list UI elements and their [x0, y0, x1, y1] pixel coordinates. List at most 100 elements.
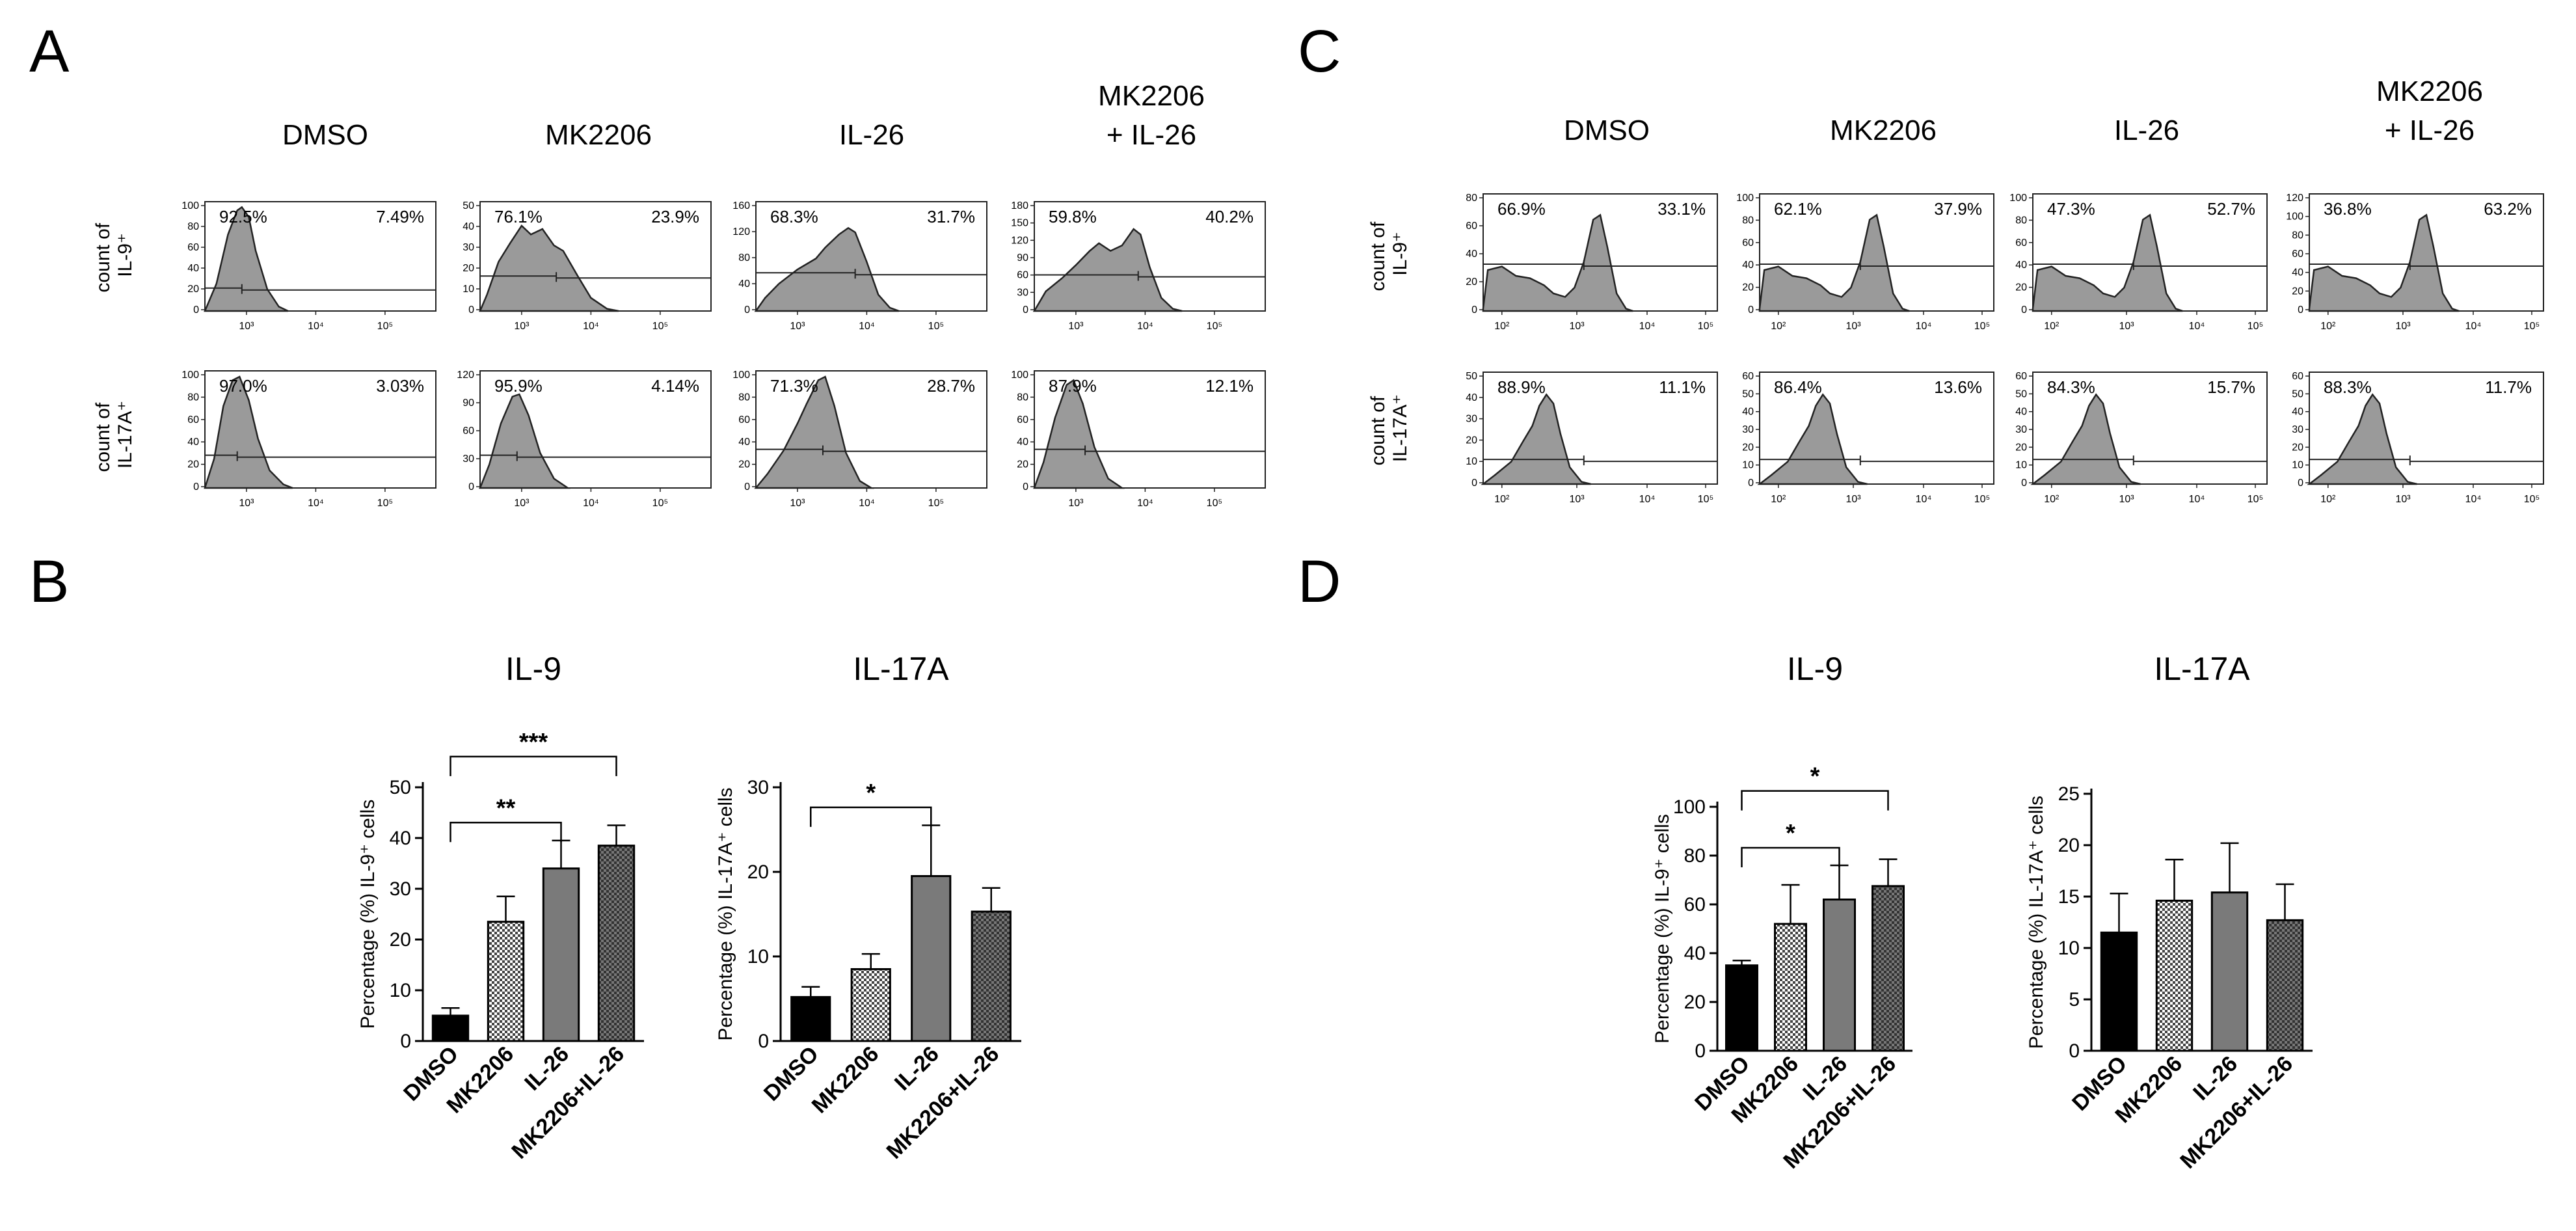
y-tick-label: 10 — [2292, 460, 2303, 471]
y-tick-label: 60 — [2015, 371, 2027, 382]
right-percentage: 52.7% — [2207, 199, 2255, 219]
y-tick-label: 10 — [747, 946, 769, 967]
left-percentage: 62.1% — [1774, 199, 1822, 219]
bar-chart-layer: IL-9 Percentage (%) IL-9⁺ cells 0 10 20 30 40 5… — [357, 651, 2313, 1174]
y-axis-title: Percentage (%) IL-17A⁺ cells — [2026, 796, 2047, 1049]
y-axis-title: Percentage (%) IL-9⁺ cells — [357, 800, 379, 1029]
y-tick-label: 0 — [2021, 304, 2027, 316]
significance-bracket — [449, 755, 617, 776]
x-tick-label: 10² — [1494, 494, 1510, 505]
left-percentage: 97.0% — [219, 376, 267, 396]
left-percentage: 87.9% — [1049, 376, 1097, 396]
x-tick-label: 10⁴ — [583, 498, 599, 509]
y-tick-label: 30 — [1017, 287, 1028, 298]
y-tick-label: 0 — [468, 304, 474, 316]
y-tick-label: 20 — [187, 459, 199, 470]
panel-c-row-labels: count of IL-9⁺ count of IL-17A⁺ — [1367, 216, 1411, 465]
y-tick-label: 0 — [1023, 304, 1028, 316]
histogram: 97.0% 3.03% 100 80 60 40 20 0 10³ 10⁴ 10⁵ — [181, 370, 436, 509]
x-tick-label: 10² — [1771, 494, 1786, 505]
x-tick-label: 10³ — [1068, 321, 1084, 332]
condition-label: DMSO — [1564, 115, 1650, 146]
right-percentage: 4.14% — [651, 376, 699, 396]
right-percentage: 11.1% — [1659, 377, 1706, 397]
y-axis-title: Percentage (%) IL-17A⁺ cells — [715, 787, 736, 1040]
y-tick-label: 25 — [2058, 783, 2080, 805]
y-tick-label: 20 — [2015, 442, 2027, 453]
x-tick-label: 10³ — [2119, 494, 2134, 505]
histogram-curve — [2307, 393, 2417, 485]
y-tick-label: 40 — [1742, 407, 1754, 418]
x-tick-label: 10³ — [2395, 494, 2411, 505]
y-tick-label: 80 — [187, 392, 199, 403]
y-tick-label: 20 — [1742, 442, 1754, 453]
right-percentage: 23.9% — [651, 207, 699, 226]
x-tick-label: 10⁵ — [652, 321, 668, 332]
y-tick-label: 50 — [2292, 388, 2303, 399]
y-tick-label: 120 — [2286, 193, 2303, 204]
y-tick-label: 40 — [1466, 249, 1477, 260]
x-tick-label: IL-26 — [890, 1042, 944, 1096]
y-tick-label: 0 — [2298, 478, 2303, 489]
histogram-curve — [1032, 228, 1183, 312]
y-tick-label: 40 — [2292, 267, 2303, 278]
y-tick-label: 5 — [2069, 989, 2080, 1010]
left-percentage: 71.3% — [770, 376, 818, 396]
y-tick-label: 10 — [390, 980, 411, 1001]
y-tick-label: 0 — [744, 304, 750, 316]
x-tick-label: 10³ — [1569, 494, 1585, 505]
x-tick-label: 10³ — [1569, 321, 1585, 332]
condition-label: IL-26 — [839, 119, 904, 151]
y-tick-label: 100 — [181, 370, 199, 381]
y-tick-label: 60 — [1742, 237, 1754, 249]
x-tick-label: 10⁴ — [859, 321, 875, 332]
row-label: count of IL-9⁺ — [1367, 216, 1411, 291]
y-tick-label: 100 — [2009, 193, 2027, 204]
y-tick-label: 20 — [187, 284, 199, 295]
y-tick-label: 20 — [747, 861, 769, 883]
x-tick-label: 10⁵ — [1698, 321, 1713, 332]
x-tick-label: 10² — [1494, 321, 1510, 332]
left-percentage: 76.1% — [494, 207, 543, 226]
histogram: 59.8% 40.2% 180 150 120 90 60 30 0 10³ 10⁴ 10⁵ — [1011, 200, 1266, 332]
panel-a-row-labels: count of IL-9⁺ count of IL-17A⁺ — [92, 223, 136, 472]
histogram: 36.8% 63.2% 120 100 80 60 40 20 0 10² 10³ 10⁴ 10⁵ — [2286, 193, 2544, 332]
y-axis-title: Percentage (%) IL-9⁺ cells — [1652, 814, 1673, 1044]
x-tick-label: 10³ — [790, 321, 805, 332]
x-tick-label: 10⁴ — [308, 321, 324, 332]
x-tick-label: 10⁴ — [583, 321, 599, 332]
y-tick-label: 60 — [2015, 237, 2027, 249]
y-tick-label: 0 — [400, 1031, 411, 1052]
panel-letter-a: A — [29, 18, 70, 85]
bar — [2155, 899, 2194, 1052]
y-tick-label: 40 — [2015, 260, 2027, 271]
histogram-curve — [754, 226, 900, 312]
bar — [850, 968, 891, 1042]
x-tick-label: 10⁴ — [2465, 321, 2482, 332]
x-tick-label: 10⁵ — [1207, 498, 1222, 509]
y-tick-label: 60 — [1466, 221, 1477, 232]
y-tick-label: 0 — [2021, 478, 2027, 489]
y-tick-label: 20 — [2015, 282, 2027, 293]
y-tick-label: 80 — [187, 221, 199, 232]
histogram-curve — [479, 224, 619, 312]
x-tick-label: 10⁴ — [1639, 321, 1656, 332]
significance-label: * — [866, 779, 876, 807]
y-tick-label: 40 — [1742, 260, 1754, 271]
x-tick-label: MK2206 — [807, 1042, 884, 1118]
chart-title: IL-17A — [853, 651, 949, 687]
y-tick-label: 20 — [1742, 282, 1754, 293]
condition-label: MK2206 — [2376, 75, 2483, 107]
y-tick-label: 40 — [463, 221, 474, 232]
panel-letter-d: D — [1298, 548, 1341, 615]
y-tick-label: 80 — [1017, 392, 1028, 403]
y-tick-label: 60 — [1742, 371, 1754, 382]
histogram: 47.3% 52.7% 100 80 60 40 20 0 10² 10³ 10⁴ 10⁵ — [2009, 193, 2268, 332]
y-tick-label: 30 — [463, 242, 474, 253]
x-tick-label: 10⁵ — [928, 321, 944, 332]
y-tick-label: 20 — [2292, 442, 2303, 453]
bar — [2210, 891, 2249, 1052]
y-tick-label: 40 — [2292, 407, 2303, 418]
histogram: 71.3% 28.7% 100 80 60 40 20 0 10³ 10⁴ 10⁵ — [732, 370, 987, 509]
